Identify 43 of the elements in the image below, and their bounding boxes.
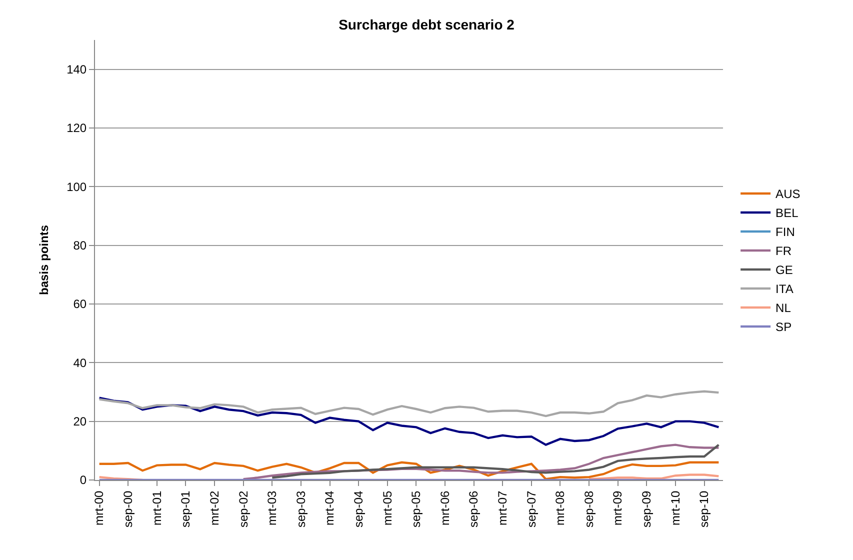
y-tick-label: 140 bbox=[66, 62, 87, 77]
x-tick-label: mrt-08 bbox=[553, 490, 568, 526]
legend-label: FIN bbox=[776, 225, 795, 240]
y-axis-title: basis points bbox=[36, 224, 51, 296]
x-tick-label: mrt-07 bbox=[496, 490, 510, 526]
legend-label: ITA bbox=[776, 282, 794, 296]
x-tick-label: mrt-03 bbox=[265, 490, 280, 526]
x-tick-label: sep-04 bbox=[351, 490, 366, 528]
legend-label: AUS bbox=[776, 187, 800, 202]
legend-label: GE bbox=[776, 263, 793, 278]
x-tick-label: sep-05 bbox=[409, 490, 424, 528]
y-tick-label: 0 bbox=[80, 473, 87, 488]
x-tick-label: mrt-09 bbox=[610, 490, 625, 526]
line-series bbox=[98, 390, 720, 418]
x-tick-label: mrt-10 bbox=[668, 490, 682, 526]
chart-title: Surcharge debt scenario 2 bbox=[338, 16, 515, 32]
line-series bbox=[98, 396, 720, 446]
x-tick-label: sep-09 bbox=[640, 490, 654, 528]
y-tick-label: 40 bbox=[73, 356, 87, 370]
y-tick-label: 100 bbox=[66, 180, 87, 194]
x-tick-label: sep-03 bbox=[294, 490, 308, 528]
legend-label: BEL bbox=[776, 206, 799, 220]
x-tick-label: sep-06 bbox=[466, 490, 481, 528]
x-tick-label: sep-00 bbox=[121, 490, 136, 528]
x-tick-label: mrt-02 bbox=[207, 490, 222, 526]
x-tick-label: sep-01 bbox=[178, 490, 193, 528]
x-tick-label: mrt-01 bbox=[150, 490, 164, 526]
y-tick-label: 120 bbox=[66, 121, 87, 136]
x-tick-label: mrt-04 bbox=[322, 490, 337, 526]
legend-label: NL bbox=[776, 301, 792, 316]
x-tick-label: mrt-06 bbox=[438, 490, 452, 526]
legend-label: FR bbox=[776, 244, 792, 258]
x-tick-label: sep-10 bbox=[697, 490, 712, 528]
y-tick-label: 60 bbox=[73, 297, 87, 312]
legend-label: SP bbox=[776, 320, 792, 334]
x-tick-label: sep-08 bbox=[582, 490, 596, 528]
x-tick-label: mrt-05 bbox=[380, 490, 394, 526]
line-series bbox=[98, 461, 720, 480]
x-tick-label: sep-07 bbox=[524, 490, 538, 528]
y-tick-label: 80 bbox=[73, 238, 87, 253]
x-tick-label: mrt-00 bbox=[92, 490, 106, 526]
y-tick-label: 20 bbox=[73, 414, 87, 429]
x-tick-label: sep-02 bbox=[236, 490, 250, 528]
